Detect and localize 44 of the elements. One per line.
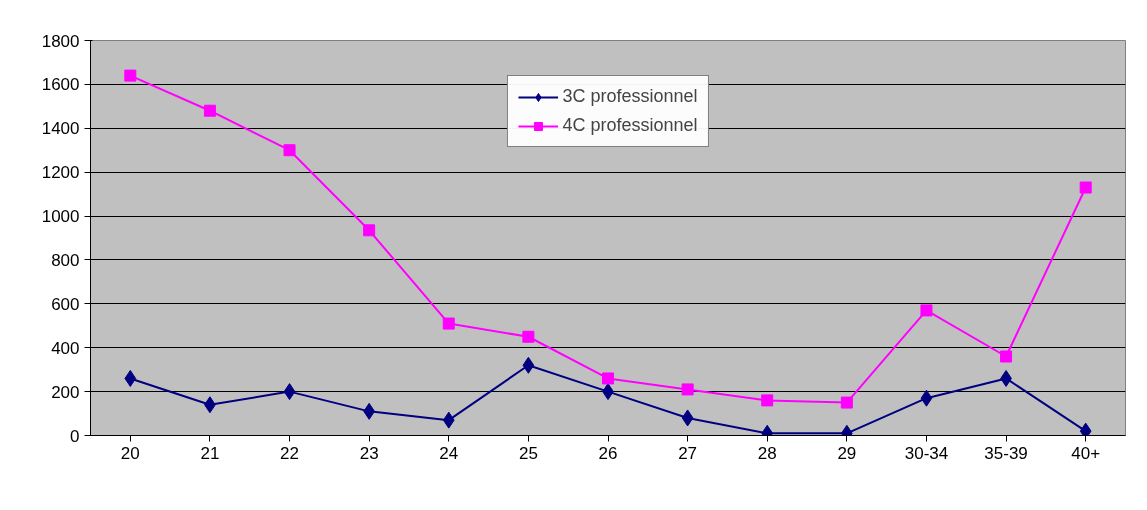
x-tick-label: 21 — [200, 443, 220, 463]
y-tick-label: 1600 — [41, 75, 80, 95]
point — [363, 224, 376, 237]
point — [442, 317, 455, 330]
point — [283, 144, 296, 157]
point — [522, 330, 535, 343]
x-tick-label: 30-34 — [904, 443, 949, 463]
x-tick-label: 40+ — [1071, 443, 1101, 463]
x-tick-label: 20 — [120, 443, 140, 463]
y-tick-label: 600 — [51, 294, 80, 314]
point — [1000, 350, 1013, 363]
x-tick-label: 27 — [678, 443, 698, 463]
point — [681, 409, 694, 427]
point — [283, 383, 296, 401]
point — [1079, 181, 1092, 194]
point — [203, 104, 216, 117]
point — [840, 396, 853, 409]
y-tick-label: 1400 — [41, 119, 80, 139]
point — [442, 411, 455, 429]
point — [124, 369, 137, 387]
x-tick-label: 23 — [359, 443, 379, 463]
x-tick-label: 28 — [757, 443, 777, 463]
x-tick-label: 35-39 — [984, 443, 1028, 463]
point — [920, 389, 933, 407]
y-tick-label: 0 — [70, 426, 80, 446]
y-tick-label: 1800 — [41, 31, 80, 51]
y-tick-label: 1200 — [41, 163, 80, 183]
x-tick-label: 26 — [598, 443, 618, 463]
point — [602, 372, 614, 385]
legend-label: 3C professionnel — [562, 86, 698, 107]
x-tick-label: 24 — [439, 443, 459, 463]
point — [522, 356, 535, 374]
point — [920, 304, 933, 317]
x-tick-label: 22 — [280, 443, 300, 463]
point — [681, 383, 694, 396]
y-tick-label: 800 — [51, 250, 80, 270]
y-tick-label: 1000 — [41, 207, 80, 227]
x-tick-label: 25 — [518, 443, 538, 463]
x-tick-label: 29 — [837, 443, 857, 463]
legend-label: 4C professionnel — [562, 115, 698, 136]
point — [124, 69, 137, 82]
y-tick-label: 400 — [51, 338, 80, 358]
point — [761, 394, 774, 407]
y-tick-label: 200 — [51, 382, 80, 402]
